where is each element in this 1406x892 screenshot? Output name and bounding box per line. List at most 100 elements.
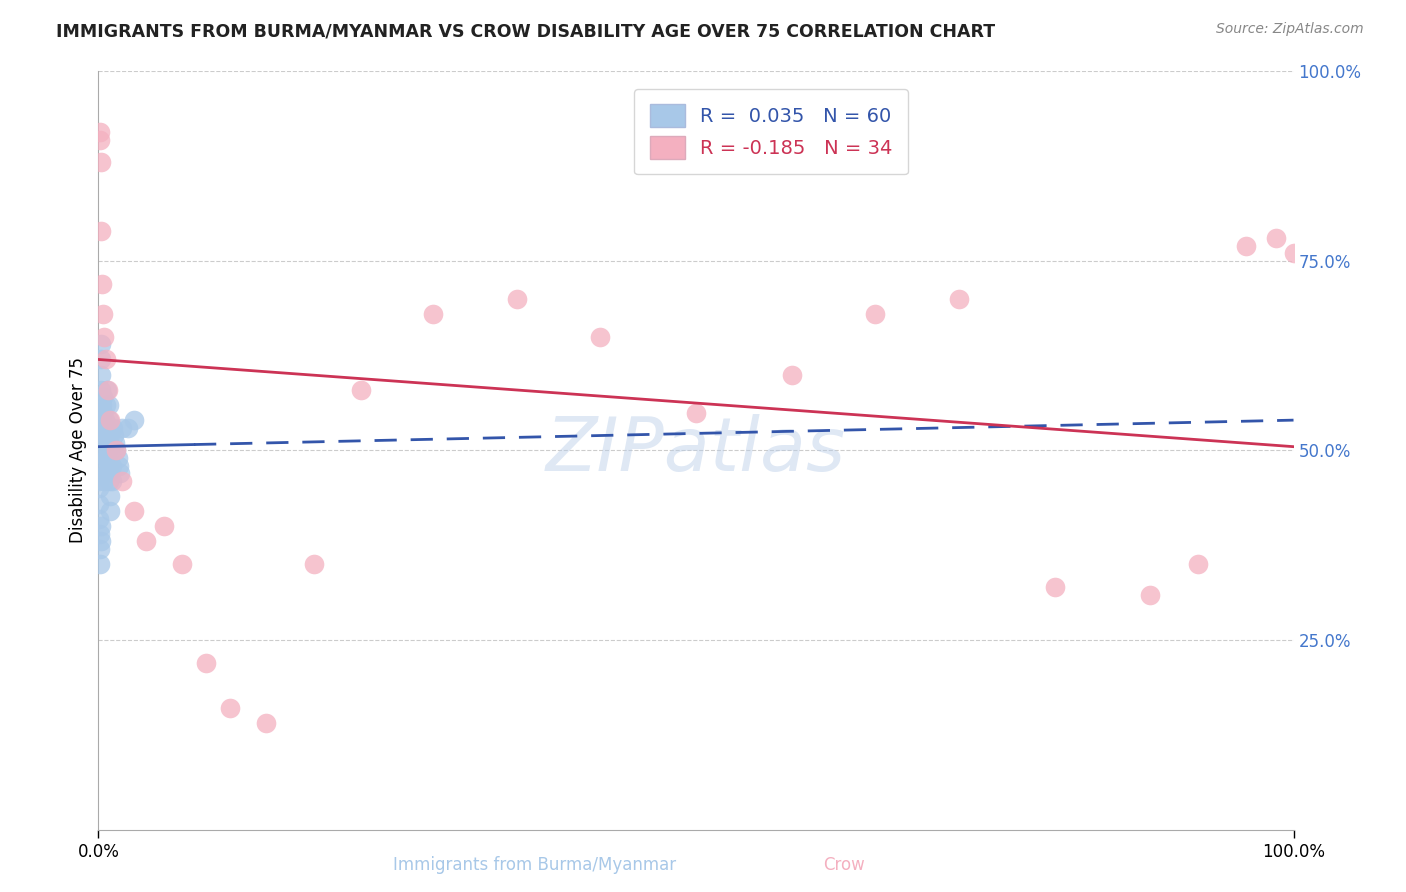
- Point: [104, 436, 127, 450]
- Point: [98, 428, 122, 442]
- Point: [91, 443, 114, 458]
- Point: [91, 405, 114, 420]
- Point: [107, 458, 129, 473]
- Point: [87, 458, 110, 473]
- Point: [96, 383, 118, 397]
- Point: [780, 368, 803, 382]
- Point: [97, 383, 120, 397]
- Point: [254, 716, 277, 731]
- Point: [101, 474, 124, 488]
- Point: [93, 474, 115, 488]
- Point: [97, 466, 120, 480]
- Point: [153, 519, 176, 533]
- Point: [100, 443, 122, 458]
- Point: [91, 277, 114, 291]
- Point: [1139, 588, 1161, 602]
- Point: [98, 489, 121, 503]
- Point: [91, 428, 114, 442]
- Point: [1187, 557, 1209, 572]
- Point: [589, 330, 612, 344]
- Point: [89, 541, 111, 557]
- Point: [1282, 246, 1305, 260]
- Point: [98, 413, 122, 427]
- Point: [90, 337, 112, 351]
- Point: [422, 307, 444, 321]
- Point: [135, 534, 157, 549]
- Point: [97, 428, 120, 442]
- Point: [93, 413, 115, 427]
- Point: [195, 656, 218, 670]
- Point: [93, 330, 115, 344]
- Point: [89, 496, 111, 510]
- Point: [111, 474, 134, 488]
- Point: [97, 474, 120, 488]
- Point: [90, 383, 112, 397]
- Point: [94, 421, 117, 435]
- Point: [90, 223, 112, 237]
- Text: Source: ZipAtlas.com: Source: ZipAtlas.com: [1216, 22, 1364, 37]
- Point: [90, 155, 112, 169]
- Point: [98, 504, 121, 518]
- Point: [91, 421, 114, 435]
- Text: IMMIGRANTS FROM BURMA/MYANMAR VS CROW DISABILITY AGE OVER 75 CORRELATION CHART: IMMIGRANTS FROM BURMA/MYANMAR VS CROW DI…: [56, 22, 995, 40]
- Point: [101, 421, 124, 435]
- Point: [124, 413, 146, 427]
- Point: [90, 352, 112, 367]
- Point: [98, 398, 121, 412]
- Point: [97, 443, 120, 458]
- Point: [124, 504, 146, 518]
- Point: [685, 405, 707, 420]
- Point: [105, 443, 128, 458]
- Text: Immigrants from Burma/Myanmar: Immigrants from Burma/Myanmar: [392, 856, 676, 874]
- Point: [350, 383, 373, 397]
- Point: [108, 466, 131, 480]
- Point: [96, 421, 118, 435]
- Text: ZIPatlas: ZIPatlas: [546, 415, 846, 486]
- Point: [89, 428, 111, 442]
- Point: [90, 398, 112, 412]
- Point: [90, 519, 112, 533]
- Point: [93, 391, 115, 405]
- Point: [100, 458, 122, 473]
- Point: [91, 307, 114, 321]
- Point: [111, 421, 134, 435]
- Point: [94, 451, 117, 466]
- Point: [89, 512, 111, 526]
- Point: [1264, 231, 1286, 245]
- Point: [89, 443, 111, 458]
- Point: [1234, 238, 1257, 253]
- Point: [90, 368, 112, 382]
- Point: [93, 428, 115, 442]
- Point: [1043, 580, 1066, 594]
- Point: [103, 428, 125, 442]
- Point: [96, 436, 118, 450]
- Point: [865, 307, 887, 321]
- Point: [89, 474, 111, 488]
- Point: [98, 413, 121, 427]
- Point: [302, 557, 325, 572]
- Point: [219, 701, 242, 715]
- Point: [105, 443, 128, 458]
- Legend: R =  0.035   N = 60, R = -0.185   N = 34: R = 0.035 N = 60, R = -0.185 N = 34: [634, 88, 908, 175]
- Point: [89, 557, 111, 572]
- Point: [94, 466, 117, 480]
- Point: [91, 413, 114, 427]
- Point: [89, 125, 111, 139]
- Point: [94, 352, 117, 367]
- Point: [90, 534, 112, 549]
- Point: [117, 421, 139, 435]
- Point: [948, 292, 970, 306]
- Point: [506, 292, 529, 306]
- Point: [89, 482, 111, 496]
- Point: [89, 405, 111, 420]
- Point: [107, 451, 129, 466]
- Point: [94, 436, 117, 450]
- Point: [89, 526, 111, 541]
- Point: [96, 398, 118, 412]
- Point: [97, 458, 120, 473]
- Point: [93, 458, 115, 473]
- Point: [89, 132, 111, 146]
- Text: Crow: Crow: [823, 856, 865, 874]
- Y-axis label: Disability Age Over 75: Disability Age Over 75: [69, 358, 87, 543]
- Point: [96, 451, 118, 466]
